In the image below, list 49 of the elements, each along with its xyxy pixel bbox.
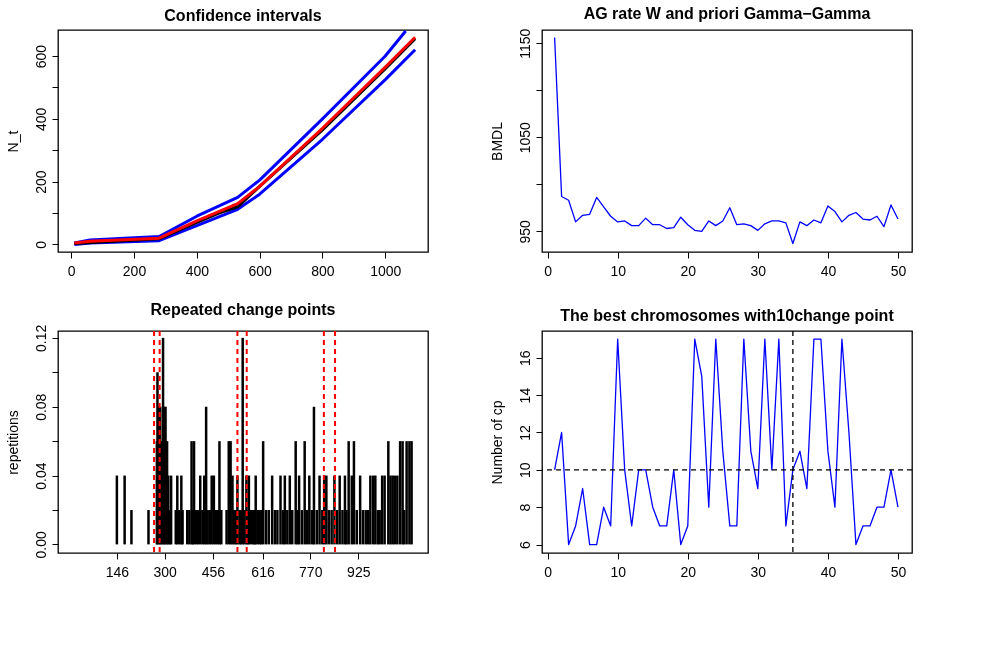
chart-title: AG rate W and priori Gamma−Gamma: [583, 5, 871, 23]
y-tick-label: 600: [32, 44, 49, 69]
y-tick-label: 0.04: [32, 462, 49, 490]
x-tick-label: 30: [750, 563, 767, 580]
x-tick-label: 50: [890, 262, 907, 279]
y-tick-label: 400: [32, 107, 49, 132]
y-tick-label: 0: [32, 240, 49, 249]
chart-title: Confidence intervals: [164, 7, 322, 24]
y-tick-label: 14: [516, 387, 533, 404]
x-tick-label: 600: [248, 262, 273, 279]
x-tick-label: 0: [67, 262, 76, 279]
x-tick-label: 925: [347, 563, 371, 580]
x-tick-label: 1000: [370, 262, 402, 279]
x-tick-label: 50: [890, 563, 907, 580]
y-tick-label: 0.00: [32, 531, 49, 559]
x-tick-label: 770: [299, 563, 323, 580]
y-tick-label: 950: [516, 219, 533, 244]
chart-title: The best chromosomes with10change point: [560, 307, 895, 325]
x-tick-label: 146: [105, 563, 130, 580]
x-tick-label: 10: [610, 563, 627, 580]
x-tick-label: 200: [122, 262, 147, 279]
y-axis-title: N_t: [4, 130, 21, 153]
y-tick-label: 1050: [516, 121, 533, 154]
x-tick-label: 456: [201, 563, 226, 580]
y-axis-title: BMDL: [488, 121, 505, 161]
x-tick-label: 20: [680, 563, 697, 580]
y-tick-label: 0.08: [32, 393, 49, 421]
x-tick-label: 0: [544, 563, 553, 580]
y-tick-label: 12: [516, 424, 533, 441]
x-tick-label: 400: [185, 262, 210, 279]
y-tick-label: 200: [32, 170, 49, 194]
y-tick-label: 8: [516, 503, 533, 512]
y-axis-title: repetitions: [4, 410, 21, 475]
x-tick-label: 40: [820, 563, 837, 580]
x-tick-label: 40: [820, 262, 837, 279]
y-tick-label: 1150: [516, 28, 533, 59]
x-tick-label: 20: [680, 262, 697, 279]
x-tick-label: 300: [153, 563, 177, 580]
x-tick-label: 0: [544, 262, 553, 279]
x-tick-label: 30: [750, 262, 767, 279]
chart-title: Repeated change points: [150, 301, 336, 319]
x-tick-label: 800: [311, 262, 335, 279]
y-axis-title: Number of cp: [488, 400, 505, 485]
x-tick-label: 10: [610, 262, 627, 279]
y-tick-label: 16: [516, 350, 533, 367]
y-tick-label: 6: [516, 540, 533, 549]
x-tick-label: 616: [251, 563, 275, 580]
y-tick-label: 0.12: [32, 324, 49, 353]
y-tick-label: 10: [516, 462, 533, 479]
